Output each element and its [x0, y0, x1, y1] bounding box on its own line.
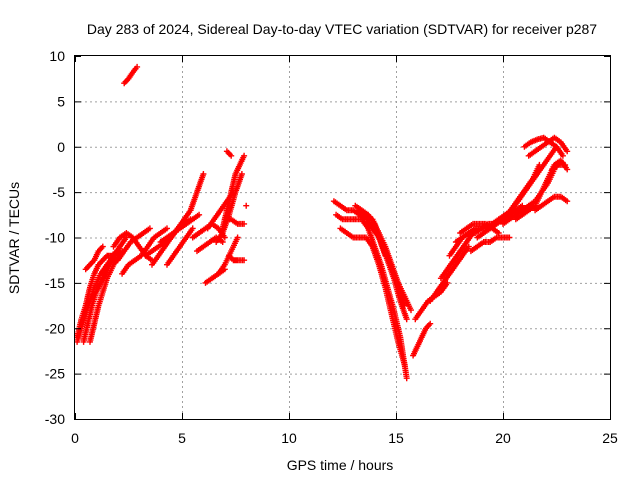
data-point-series: [87, 252, 123, 345]
data-points: [74, 63, 571, 382]
data-point-series: [213, 171, 245, 245]
y-tick-label: -5: [53, 184, 66, 200]
x-tick-label: 25: [602, 430, 618, 446]
y-tick-label: -10: [45, 230, 65, 246]
y-tick-label: 0: [57, 139, 65, 155]
data-point-series: [410, 320, 434, 359]
data-point-series: [221, 216, 248, 227]
data-point-series: [215, 234, 241, 277]
plot-frame: [74, 55, 611, 420]
x-axis-label: GPS time / hours: [287, 457, 394, 473]
y-tick-label: -25: [45, 366, 65, 382]
x-tick-label: 20: [495, 430, 511, 446]
y-tick-label: -15: [45, 275, 65, 291]
data-point-series: [549, 161, 569, 173]
x-tick-label: 5: [178, 430, 186, 446]
data-point-series: [121, 63, 141, 87]
y-axis-label: SDTVAR / TECUs: [6, 182, 22, 294]
data-point-series: [467, 234, 513, 255]
y-tick-label: -30: [45, 411, 65, 427]
data-point-series: [226, 252, 248, 264]
data-point-series: [119, 225, 170, 277]
data-point-series: [395, 279, 414, 314]
data-point-series: [489, 143, 560, 227]
data-point-series: [243, 202, 250, 209]
chart-title: Day 283 of 2024, Sidereal Day-to-day VTE…: [87, 21, 597, 37]
x-tick-label: 10: [281, 430, 297, 446]
data-point-series: [80, 248, 126, 345]
data-point-series: [223, 148, 235, 159]
y-tick-label: -20: [45, 320, 65, 336]
ticks: 0 5 10 15 20 25 -30 -25 -20 -15 -10 -5 0 5 10: [45, 48, 618, 446]
data-point-series: [532, 193, 571, 214]
x-tick-label: 0: [71, 430, 79, 446]
data-point-series: [427, 243, 472, 304]
data-point-series: [157, 211, 203, 245]
data-point-series: [437, 230, 476, 282]
data-point-series: [525, 134, 571, 159]
data-point-series: [164, 225, 196, 268]
y-tick-label: 10: [49, 48, 65, 64]
x-tick-label: 15: [388, 430, 404, 446]
data-point-series: [337, 225, 408, 368]
y-tick-label: 5: [57, 93, 65, 109]
data-point-series: [82, 243, 106, 273]
data-point-series: [521, 134, 566, 159]
